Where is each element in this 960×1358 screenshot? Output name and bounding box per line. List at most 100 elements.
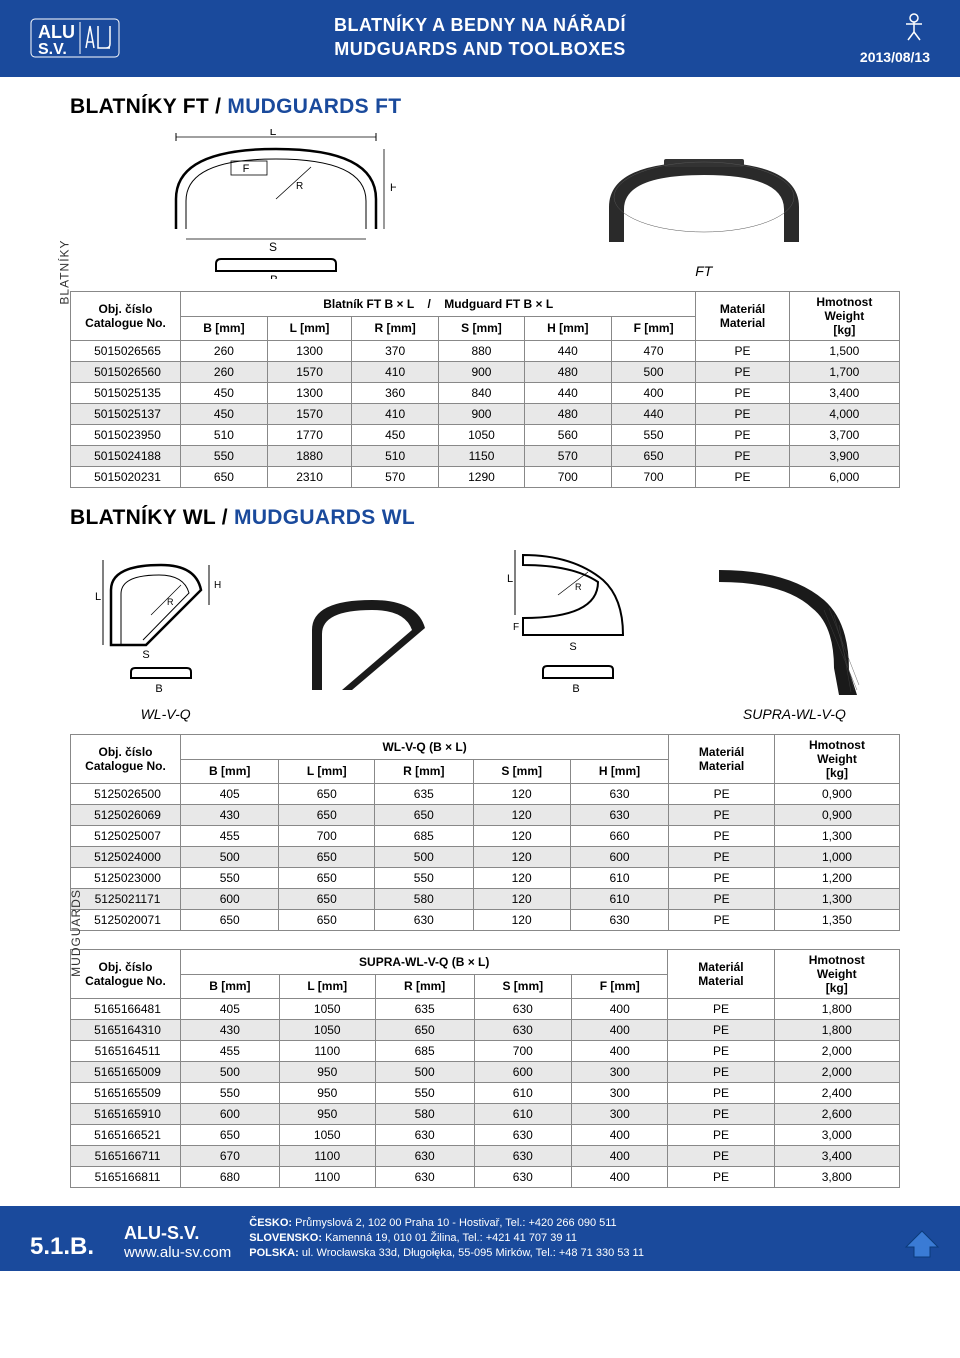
table-cell: PE [696,362,789,383]
table-cell: 650 [375,805,473,826]
table-row: 5165165009500950500600300PE2,000 [71,1062,900,1083]
table-cell: 500 [611,362,696,383]
table-cell: 2,000 [774,1041,899,1062]
table-cell: 6,000 [789,467,899,488]
table-cell: 1050 [439,425,525,446]
table-cell: 650 [279,868,375,889]
table-cell: 5015025137 [71,404,181,425]
table-cell: 1150 [439,446,525,467]
table-cell: 580 [375,1104,474,1125]
header-title: BLATNÍKY A BEDNY NA NÁŘADÍ MUDGUARDS AND… [150,14,810,61]
table-cell: 630 [474,1020,572,1041]
ft-diagram-row: L F R H S [70,129,900,279]
title-wl-cz: BLATNÍKY WL / [70,506,234,529]
table-cell: 700 [279,826,375,847]
th-wt: Hmotnost Weight [kg] [774,735,899,784]
table-cell: 900 [439,362,525,383]
table-cell: 950 [279,1062,375,1083]
svg-text:B: B [572,683,579,695]
th-wt: Hmotnost Weight [kg] [774,950,899,999]
table-cell: 120 [473,889,570,910]
footer-addresses: ČESKO: Průmyslová 2, 102 00 Praha 10 - H… [249,1216,930,1261]
table-row: 5125021171600650580120610PE1,300 [71,889,900,910]
table-cell: PE [668,1104,774,1125]
title-ft-cz: BLATNÍKY FT / [70,95,227,118]
th-mat: Materiál Material [668,950,774,999]
table-cell: 630 [474,1146,572,1167]
ft-technical-drawing: L F R H S [156,129,396,279]
table-cell: 500 [181,847,279,868]
table-row: 501502395051017704501050560550PE3,700 [71,425,900,446]
scroll-top-icon[interactable] [904,1229,940,1259]
table-cell: 370 [352,341,439,362]
table-cell: 1570 [267,404,351,425]
svg-text:B: B [155,683,162,695]
svg-text:H: H [390,182,396,194]
table-cell: PE [669,826,775,847]
table-cell: 635 [375,999,474,1020]
table-cell: 260 [181,362,268,383]
table-cell: 1,000 [774,847,899,868]
wl-table-1: Obj. číslo Catalogue No. WL-V-Q (B × L) … [70,734,900,931]
table-row: 50150251374501570410900480440PE4,000 [71,404,900,425]
table-cell: 0,900 [774,805,899,826]
th-span: Blatník FT B × L / Mudguard FT B × L [181,292,696,317]
table-cell: PE [668,1020,774,1041]
table-cell: 430 [181,805,279,826]
table-cell: 480 [524,362,611,383]
table-cell: 550 [375,1083,474,1104]
page-content: BLATNÍKY BLATNÍKY FT / MUDGUARDS FT L F [0,95,960,1188]
page-footer: 5.1.B. ALU-S.V. www.alu-sv.com ČESKO: Pr… [0,1206,960,1271]
svg-text:S.V.: S.V. [38,41,67,58]
svg-text:S: S [142,649,149,661]
table-cell: 500 [375,847,473,868]
table-cell: 410 [352,404,439,425]
table-cell: PE [696,446,789,467]
table-row: 51651668116801100630630400PE3,800 [71,1167,900,1188]
dim-L: L [270,129,277,138]
th-cat: Obj. číslo Catalogue No. [71,950,181,999]
table-cell: 600 [570,847,668,868]
table-cell: 685 [375,1041,474,1062]
table-cell: 5125025007 [71,826,181,847]
table-cell: 600 [474,1062,572,1083]
table-cell: 650 [181,910,279,931]
table-row: 5125026069430650650120630PE0,900 [71,805,900,826]
table-cell: PE [669,910,775,931]
wl-photo-1 [297,590,447,722]
table-row: 51651667116701100630630400PE3,400 [71,1146,900,1167]
ft-photo: FT [594,147,814,279]
table-cell: 1880 [267,446,351,467]
table-cell: PE [669,784,775,805]
table-cell: 650 [279,805,375,826]
table-cell: 700 [611,467,696,488]
table-cell: 120 [473,847,570,868]
table-cell: 5125020071 [71,910,181,931]
table-cell: 510 [181,425,268,446]
table-row: 501502023165023105701290700700PE6,000 [71,467,900,488]
table-cell: 550 [611,425,696,446]
table-cell: 550 [181,446,268,467]
table-cell: 950 [279,1083,375,1104]
table-cell: PE [669,805,775,826]
table-cell: 2,400 [774,1083,899,1104]
sidebar-label-blatniky: BLATNÍKY [58,239,72,304]
table-cell: PE [668,1083,774,1104]
header-title-en: MUDGUARDS AND TOOLBOXES [150,38,810,61]
table-cell: 455 [181,826,279,847]
table-cell: 300 [572,1104,668,1125]
table-cell: 300 [572,1083,668,1104]
table-cell: 0,900 [774,784,899,805]
footer-brand: ALU-S.V. [124,1223,231,1244]
table-cell: 880 [439,341,525,362]
table-cell: 550 [181,868,279,889]
table-cell: PE [668,1167,774,1188]
table-cell: 5015025135 [71,383,181,404]
table-cell: 3,900 [789,446,899,467]
table-cell: 630 [474,1167,572,1188]
table-cell: 480 [524,404,611,425]
th-span: SUPRA-WL-V-Q (B × L) [181,950,668,975]
table-cell: 1,200 [774,868,899,889]
table-cell: 1,800 [774,1020,899,1041]
table-cell: 3,000 [774,1125,899,1146]
